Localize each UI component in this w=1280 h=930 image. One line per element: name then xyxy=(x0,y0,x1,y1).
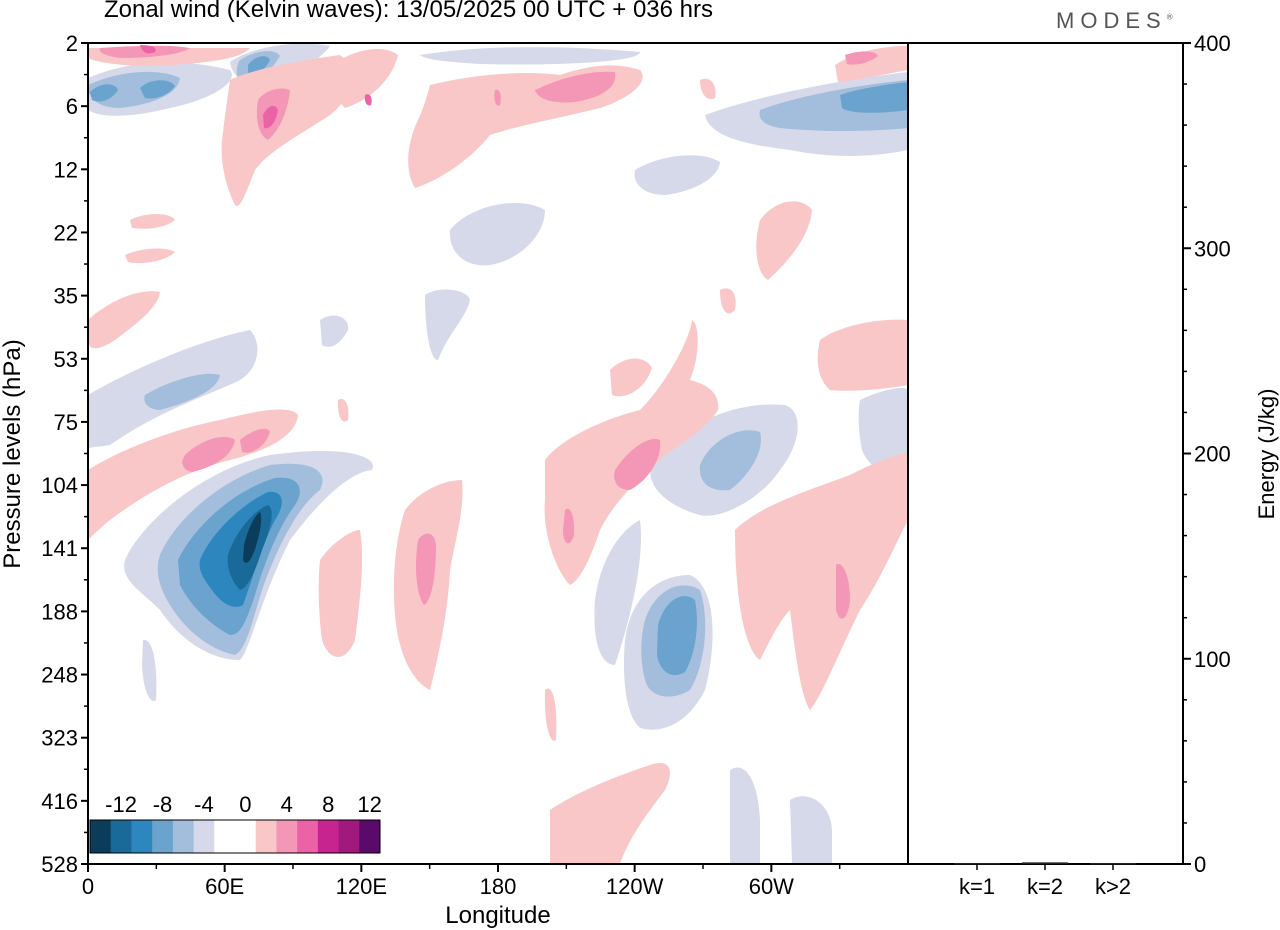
x-axis-label: Longitude xyxy=(445,902,550,929)
y-tick-label: 248 xyxy=(41,663,78,688)
x-tick-label: 180 xyxy=(480,874,517,899)
colorbar-label: 4 xyxy=(281,792,293,817)
energy-tick-label: 200 xyxy=(1194,442,1231,467)
colorbar-frame xyxy=(89,819,381,854)
y-tick-label: 141 xyxy=(41,536,78,561)
heatmap-field xyxy=(88,43,908,864)
colorbar-label: -8 xyxy=(153,792,173,817)
y-tick-label: 53 xyxy=(54,347,78,372)
colorbar-swatch xyxy=(152,820,174,853)
x-axis-bottom: 0 60E 120E 180 120W 60W xyxy=(82,864,841,899)
x-tick-label: 0 xyxy=(82,874,94,899)
energy-bar xyxy=(1022,862,1068,864)
energy-panel-frame xyxy=(907,42,1184,865)
colorbar-label: -12 xyxy=(105,792,137,817)
colorbar-swatch xyxy=(110,820,132,853)
x-tick-label: 60E xyxy=(205,874,244,899)
y-axis-right: 0 100 200 300 400 xyxy=(1183,31,1231,877)
y-tick-label: 104 xyxy=(41,473,78,498)
y-tick-label: 6 xyxy=(66,94,78,119)
y-tick-label: 416 xyxy=(41,789,78,814)
colorbar-swatch xyxy=(193,820,215,853)
energy-category-label: k=2 xyxy=(1027,874,1063,899)
colorbar-label: 8 xyxy=(322,792,334,817)
y-tick-label: 188 xyxy=(41,599,78,624)
x-tick-label: 120W xyxy=(606,874,664,899)
energy-bar xyxy=(1090,862,1136,865)
y-tick-label: 22 xyxy=(54,220,78,245)
colorbar-swatch xyxy=(338,820,360,853)
energy-bar xyxy=(954,862,1000,865)
y-tick-label: 2 xyxy=(66,31,78,56)
y-tick-label: 323 xyxy=(41,726,78,751)
energy-bars: k=1 k=2 k>2 xyxy=(954,862,1136,899)
colorbar-label: -4 xyxy=(194,792,214,817)
y-tick-label: 528 xyxy=(41,852,78,877)
colorbar-swatch xyxy=(317,820,340,853)
energy-tick-label: 400 xyxy=(1194,31,1231,56)
chart-title: Zonal wind (Kelvin waves): 13/05/2025 00… xyxy=(104,0,713,23)
colorbar-swatch xyxy=(359,820,381,853)
colorbar-swatch xyxy=(255,820,277,853)
y-axis-label: Pressure levels (hPa) xyxy=(0,339,26,568)
colorbar-label: 12 xyxy=(357,792,381,817)
y-tick-label: 35 xyxy=(54,284,78,309)
energy-category-label: k>2 xyxy=(1095,874,1131,899)
brand-logo: MODES® xyxy=(1056,8,1173,33)
colorbar-swatch xyxy=(297,820,319,853)
energy-tick-label: 0 xyxy=(1194,852,1206,877)
colorbar-swatch xyxy=(131,820,153,853)
colorbar: -12 -8 -4 0 4 8 12 xyxy=(89,792,382,854)
x-tick-label: 60W xyxy=(749,874,794,899)
y-axis-left: 2 6 12 22 35 53 75 104 141 188 248 323 416 528 xyxy=(41,31,88,877)
x-tick-label: 120E xyxy=(336,874,387,899)
colorbar-label: 0 xyxy=(239,792,251,817)
energy-category-label: k=1 xyxy=(959,874,995,899)
y-tick-label: 75 xyxy=(54,410,78,435)
y-tick-label: 12 xyxy=(54,157,78,182)
colorbar-swatch xyxy=(235,820,257,853)
colorbar-swatch xyxy=(214,820,236,853)
energy-tick-label: 100 xyxy=(1194,647,1231,672)
energy-axis-label: Energy (J/kg) xyxy=(1254,389,1279,520)
colorbar-swatch xyxy=(90,820,112,853)
colorbar-swatch xyxy=(172,820,195,853)
energy-tick-label: 300 xyxy=(1194,236,1231,261)
colorbar-swatch xyxy=(276,820,298,853)
